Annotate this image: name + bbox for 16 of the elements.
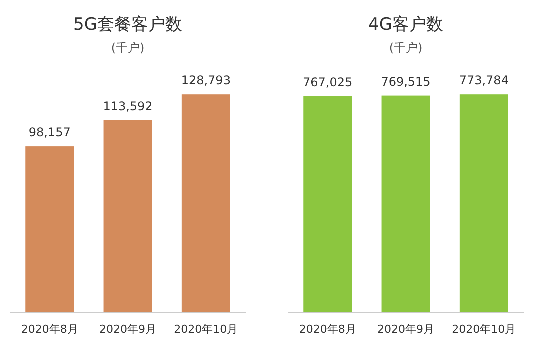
- data-label: 769,515: [381, 74, 431, 89]
- data-label: 98,157: [28, 126, 71, 140]
- x-tick-label: 2020年8月: [21, 323, 78, 336]
- x-tick-label: 2020年9月: [378, 323, 434, 336]
- chart-subtitle: (千户): [389, 41, 423, 55]
- data-label: 767,025: [303, 76, 353, 90]
- chart-subtitle: (千户): [111, 41, 145, 55]
- x-tick-label: 2020年10月: [452, 323, 516, 336]
- x-tick-label: 2020年9月: [100, 323, 156, 336]
- data-label: 773,784: [459, 74, 509, 88]
- chart-title: 4G客户数: [368, 15, 444, 35]
- chart-title: 5G套餐客户数: [74, 15, 182, 35]
- data-label: 113,592: [103, 99, 153, 114]
- data-label: 128,793: [181, 74, 231, 88]
- x-tick-label: 2020年10月: [174, 323, 238, 336]
- x-tick-label: 2020年8月: [299, 323, 356, 336]
